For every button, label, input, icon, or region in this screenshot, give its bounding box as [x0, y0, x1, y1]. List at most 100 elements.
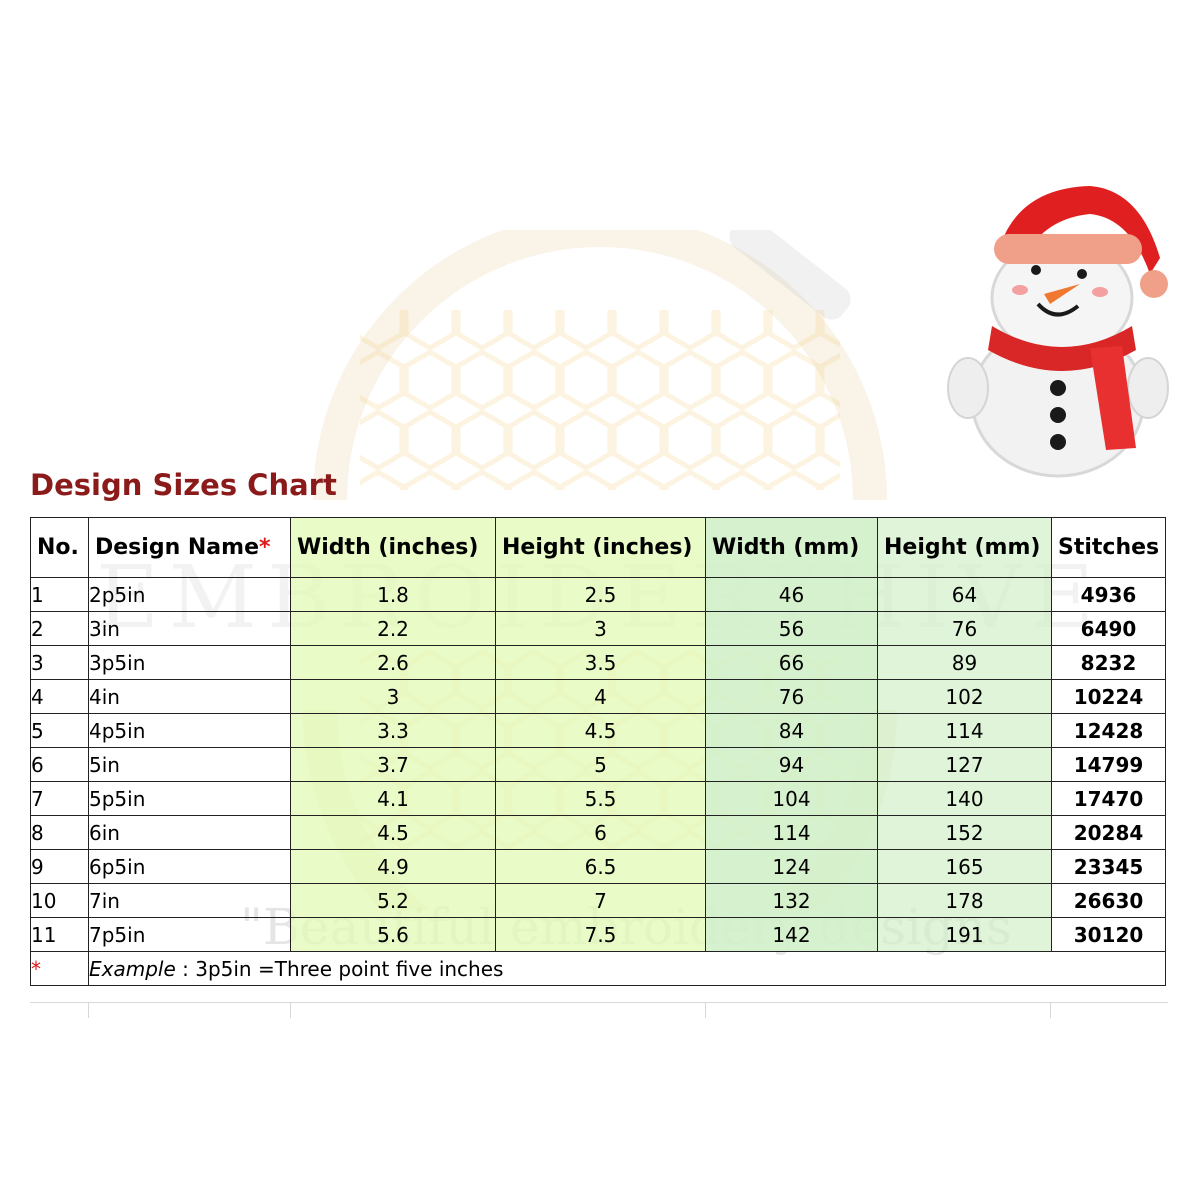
cell-design-name: 2p5in [89, 578, 291, 612]
cell-design-name: 3in [89, 612, 291, 646]
cell-width-mm: 84 [706, 714, 878, 748]
cell-height-mm: 64 [878, 578, 1052, 612]
table-row: 3 3p5in 2.6 3.5 66 89 8232 [31, 646, 1166, 680]
header-width-mm: Width (mm) [706, 518, 878, 578]
cell-stitches: 10224 [1052, 680, 1166, 714]
cell-height-mm: 152 [878, 816, 1052, 850]
cell-no: 10 [31, 884, 89, 918]
chart-title: Design Sizes Chart [30, 468, 337, 502]
cell-design-name: 5in [89, 748, 291, 782]
footnote-cell: Example : 3p5in =Three point five inches [89, 952, 1166, 986]
table-row: 4 4in 3 4 76 102 10224 [31, 680, 1166, 714]
table-row: 11 7p5in 5.6 7.5 142 191 30120 [31, 918, 1166, 952]
cell-height-mm: 89 [878, 646, 1052, 680]
gridline [705, 1002, 706, 1018]
header-design-name-label: Design Name [95, 535, 259, 560]
cell-design-name: 7p5in [89, 918, 291, 952]
gridline [88, 1002, 89, 1018]
cell-width-mm: 104 [706, 782, 878, 816]
cell-height-mm: 127 [878, 748, 1052, 782]
cell-width-mm: 56 [706, 612, 878, 646]
cell-no: 7 [31, 782, 89, 816]
cell-design-name: 4p5in [89, 714, 291, 748]
cell-height-mm: 102 [878, 680, 1052, 714]
table-row: 7 5p5in 4.1 5.5 104 140 17470 [31, 782, 1166, 816]
cell-width-inches: 4.5 [291, 816, 496, 850]
gridline [30, 1002, 1168, 1003]
table-row: 9 6p5in 4.9 6.5 124 165 23345 [31, 850, 1166, 884]
cell-design-name: 3p5in [89, 646, 291, 680]
header-height-inches: Height (inches) [496, 518, 706, 578]
cell-width-inches: 2.2 [291, 612, 496, 646]
cell-width-inches: 2.6 [291, 646, 496, 680]
cell-height-mm: 140 [878, 782, 1052, 816]
cell-height-inches: 6.5 [496, 850, 706, 884]
cell-no: 2 [31, 612, 89, 646]
cell-height-inches: 3 [496, 612, 706, 646]
cell-no: 5 [31, 714, 89, 748]
cell-height-inches: 3.5 [496, 646, 706, 680]
cell-stitches: 17470 [1052, 782, 1166, 816]
cell-height-inches: 4 [496, 680, 706, 714]
table-row: 1 2p5in 1.8 2.5 46 64 4936 [31, 578, 1166, 612]
cell-height-mm: 76 [878, 612, 1052, 646]
header-stitches: Stitches [1052, 518, 1166, 578]
table-row: 10 7in 5.2 7 132 178 26630 [31, 884, 1166, 918]
cell-no: 3 [31, 646, 89, 680]
cell-height-inches: 6 [496, 816, 706, 850]
cell-width-mm: 124 [706, 850, 878, 884]
header-height-mm: Height (mm) [878, 518, 1052, 578]
cell-stitches: 8232 [1052, 646, 1166, 680]
cell-design-name: 4in [89, 680, 291, 714]
cell-height-inches: 5 [496, 748, 706, 782]
cell-width-inches: 3.3 [291, 714, 496, 748]
table-row: 2 3in 2.2 3 56 76 6490 [31, 612, 1166, 646]
cell-stitches: 6490 [1052, 612, 1166, 646]
cell-height-mm: 165 [878, 850, 1052, 884]
footnote-row: * Example : 3p5in =Three point five inch… [31, 952, 1166, 986]
table-row: 8 6in 4.5 6 114 152 20284 [31, 816, 1166, 850]
cell-width-inches: 4.1 [291, 782, 496, 816]
cell-width-mm: 94 [706, 748, 878, 782]
table-row: 5 4p5in 3.3 4.5 84 114 12428 [31, 714, 1166, 748]
footnote-star: * [31, 952, 89, 986]
footnote-example-label: Example [89, 957, 176, 981]
cell-design-name: 5p5in [89, 782, 291, 816]
cell-width-inches: 5.2 [291, 884, 496, 918]
cell-design-name: 6p5in [89, 850, 291, 884]
cell-width-inches: 1.8 [291, 578, 496, 612]
cell-width-mm: 46 [706, 578, 878, 612]
cell-design-name: 6in [89, 816, 291, 850]
gridline [290, 1002, 291, 1018]
cell-no: 8 [31, 816, 89, 850]
cell-stitches: 12428 [1052, 714, 1166, 748]
cell-width-inches: 4.9 [291, 850, 496, 884]
cell-stitches: 4936 [1052, 578, 1166, 612]
cell-width-inches: 5.6 [291, 918, 496, 952]
cell-width-mm: 142 [706, 918, 878, 952]
cell-no: 1 [31, 578, 89, 612]
cell-width-inches: 3.7 [291, 748, 496, 782]
header-width-inches: Width (inches) [291, 518, 496, 578]
cell-stitches: 26630 [1052, 884, 1166, 918]
footnote-text: : 3p5in =Three point five inches [176, 957, 504, 981]
cell-height-inches: 2.5 [496, 578, 706, 612]
cell-width-mm: 76 [706, 680, 878, 714]
cell-height-mm: 178 [878, 884, 1052, 918]
cell-height-inches: 4.5 [496, 714, 706, 748]
header-no: No. [31, 518, 89, 578]
cell-height-mm: 191 [878, 918, 1052, 952]
header-design-name: Design Name* [89, 518, 291, 578]
cell-stitches: 20284 [1052, 816, 1166, 850]
cell-design-name: 7in [89, 884, 291, 918]
cell-no: 6 [31, 748, 89, 782]
design-sizes-table: No. Design Name* Width (inches) Height (… [30, 517, 1166, 986]
cell-stitches: 23345 [1052, 850, 1166, 884]
cell-width-mm: 132 [706, 884, 878, 918]
table-row: 6 5in 3.7 5 94 127 14799 [31, 748, 1166, 782]
cell-height-mm: 114 [878, 714, 1052, 748]
cell-no: 9 [31, 850, 89, 884]
cell-height-inches: 7.5 [496, 918, 706, 952]
cell-no: 4 [31, 680, 89, 714]
